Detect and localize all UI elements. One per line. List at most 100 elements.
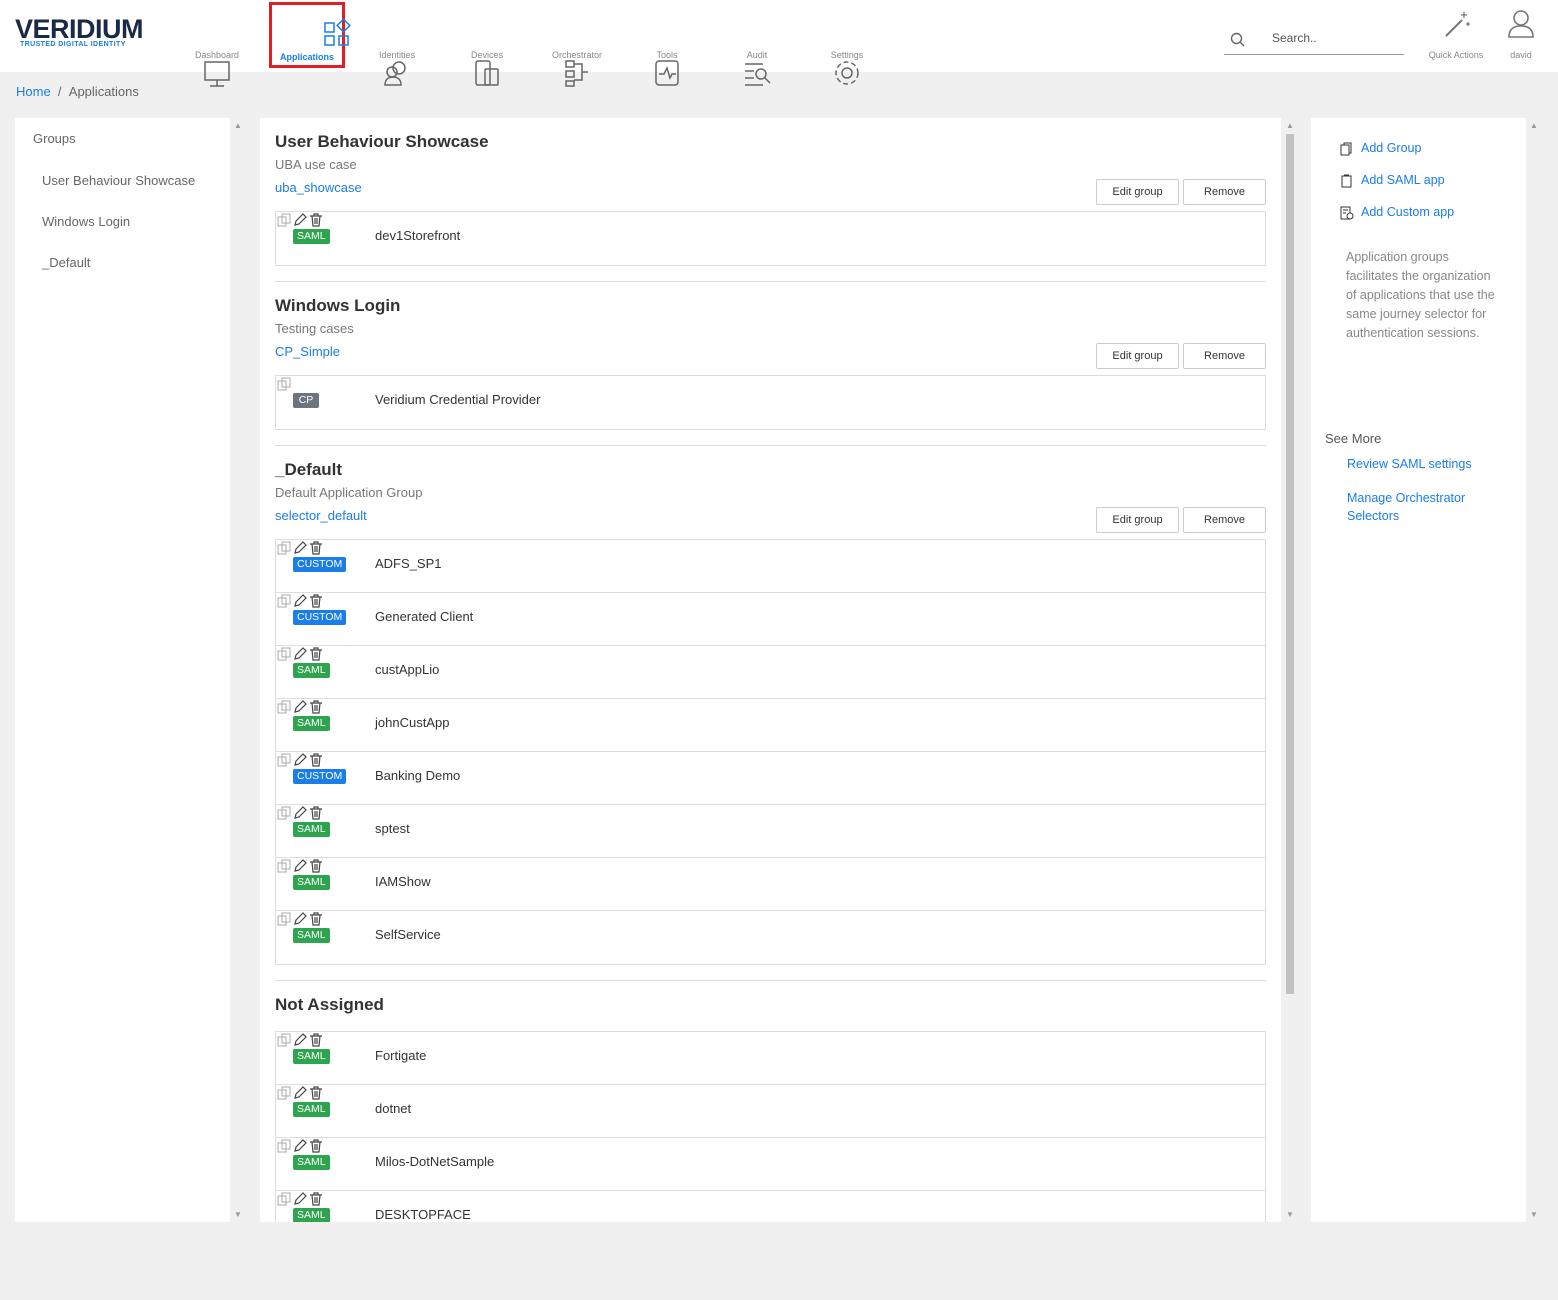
delete-icon-glyph	[310, 859, 322, 873]
copy-icon[interactable]	[276, 1086, 292, 1105]
edit-group-button[interactable]: Edit group	[1096, 179, 1179, 205]
nav-item[interactable]: Devices	[442, 0, 532, 86]
edit-icon[interactable]	[292, 753, 308, 772]
app-name[interactable]: DESKTOPFACE	[375, 1207, 471, 1222]
edit-icon[interactable]	[292, 700, 308, 719]
edit-icon[interactable]	[292, 541, 308, 560]
delete-icon[interactable]	[308, 541, 324, 560]
header: VERIDIUM TRUSTED DIGITAL IDENTITY Dashbo…	[0, 0, 1558, 87]
delete-icon[interactable]	[308, 1033, 324, 1052]
nav-item[interactable]: Dashboard	[172, 0, 262, 87]
see-more-link[interactable]: Review SAML settings	[1347, 457, 1472, 471]
app-tag: SAML	[293, 1208, 330, 1222]
copy-icon[interactable]	[276, 1139, 292, 1158]
copy-icon[interactable]	[276, 1192, 292, 1211]
app-name[interactable]: SelfService	[375, 927, 441, 942]
copy-icon[interactable]	[276, 541, 292, 560]
edit-icon[interactable]	[292, 806, 308, 825]
app-name[interactable]: dev1Storefront	[375, 228, 461, 243]
nav-item[interactable]: Tools	[622, 0, 712, 86]
edit-icon-glyph	[294, 912, 307, 925]
app-name[interactable]: dotnet	[375, 1101, 412, 1116]
app-name[interactable]: Banking Demo	[375, 768, 461, 783]
delete-icon[interactable]	[308, 594, 324, 613]
nav-item[interactable]: Orchestrator	[532, 0, 622, 87]
search[interactable]: Search..	[1224, 25, 1404, 55]
copy-icon[interactable]	[276, 594, 292, 613]
copy-icon[interactable]	[276, 647, 292, 666]
app-name[interactable]: sptest	[375, 821, 410, 836]
nav-item[interactable]: Settings	[802, 0, 892, 85]
edit-icon[interactable]	[292, 912, 308, 931]
delete-icon[interactable]	[308, 753, 324, 772]
copy-icon[interactable]	[276, 377, 292, 396]
see-more-link[interactable]: Manage Orchestrator Selectors	[1347, 491, 1466, 523]
action-icon[interactable]	[1339, 173, 1355, 194]
copy-icon[interactable]	[276, 213, 292, 232]
nav-item[interactable]: Applications	[269, 2, 351, 68]
edit-group-button[interactable]: Edit group	[1096, 507, 1179, 533]
delete-icon[interactable]	[308, 1139, 324, 1158]
copy-icon[interactable]	[276, 859, 292, 878]
delete-icon-glyph	[310, 806, 322, 820]
tagline: TRUSTED DIGITAL IDENTITY	[20, 41, 126, 48]
delete-icon[interactable]	[308, 912, 324, 931]
delete-icon[interactable]	[308, 213, 324, 232]
nav-item[interactable]: Identities	[352, 0, 442, 86]
group-link[interactable]: _Default	[42, 255, 91, 270]
copy-icon[interactable]	[276, 806, 292, 825]
action-icon[interactable]	[1339, 141, 1355, 162]
edit-icon[interactable]	[292, 859, 308, 878]
delete-icon-glyph	[310, 1086, 322, 1100]
edit-icon[interactable]	[292, 213, 308, 232]
app-name[interactable]: johnCustApp	[375, 715, 450, 730]
copy-icon-glyph	[277, 1033, 291, 1047]
remove-button[interactable]: Remove	[1183, 343, 1266, 369]
group-selector[interactable]: CP_Simple	[275, 344, 341, 359]
app-row: CUSTOM Banking Demo	[276, 752, 1265, 805]
app-name[interactable]: Veridium Credential Provider	[375, 392, 541, 407]
copy-icon-glyph	[277, 1192, 291, 1206]
edit-icon-glyph	[294, 700, 307, 713]
action-link[interactable]: Add Group	[1361, 141, 1422, 155]
delete-icon[interactable]	[308, 1086, 324, 1105]
edit-group-button[interactable]: Edit group	[1096, 343, 1179, 369]
remove-button[interactable]: Remove	[1183, 507, 1266, 533]
nav-item[interactable]: Audit	[712, 0, 802, 86]
nav-icon-glyph	[565, 60, 588, 87]
edit-icon[interactable]	[292, 647, 308, 666]
group-selector[interactable]: selector_default	[275, 508, 367, 523]
nav-label: Settings	[830, 50, 864, 60]
nav-icon-glyph	[475, 60, 499, 86]
copy-icon[interactable]	[276, 753, 292, 772]
remove-button[interactable]: Remove	[1183, 179, 1266, 205]
edit-icon[interactable]	[292, 1086, 308, 1105]
delete-icon[interactable]	[308, 1192, 324, 1211]
app-name[interactable]: ADFS_SP1	[375, 556, 442, 571]
copy-icon[interactable]	[276, 1033, 292, 1052]
action-link[interactable]: Add Custom app	[1361, 205, 1455, 219]
app-name[interactable]: custAppLio	[375, 662, 440, 677]
app-name[interactable]: Generated Client	[375, 609, 474, 624]
edit-icon[interactable]	[292, 1139, 308, 1158]
group-link[interactable]: Windows Login	[42, 214, 131, 229]
delete-icon[interactable]	[308, 859, 324, 878]
app-name[interactable]: IAMShow	[375, 874, 431, 889]
app-name[interactable]: Milos-DotNetSample	[375, 1154, 495, 1169]
group-link[interactable]: User Behaviour Showcase	[42, 173, 196, 188]
nav-label: Audit	[746, 50, 768, 60]
description: Application groups facilitates the organ…	[1346, 250, 1495, 340]
delete-icon[interactable]	[308, 806, 324, 825]
copy-icon[interactable]	[276, 912, 292, 931]
copy-icon[interactable]	[276, 700, 292, 719]
delete-icon[interactable]	[308, 700, 324, 719]
edit-icon[interactable]	[292, 594, 308, 613]
edit-icon[interactable]	[292, 1192, 308, 1211]
group-selector[interactable]: uba_showcase	[275, 180, 362, 195]
delete-icon[interactable]	[308, 647, 324, 666]
app-name[interactable]: Fortigate	[375, 1048, 427, 1063]
action-icon[interactable]	[1339, 205, 1355, 226]
action-link[interactable]: Add SAML app	[1361, 173, 1445, 187]
breadcrumb-home[interactable]: Home	[16, 84, 51, 99]
edit-icon[interactable]	[292, 1033, 308, 1052]
